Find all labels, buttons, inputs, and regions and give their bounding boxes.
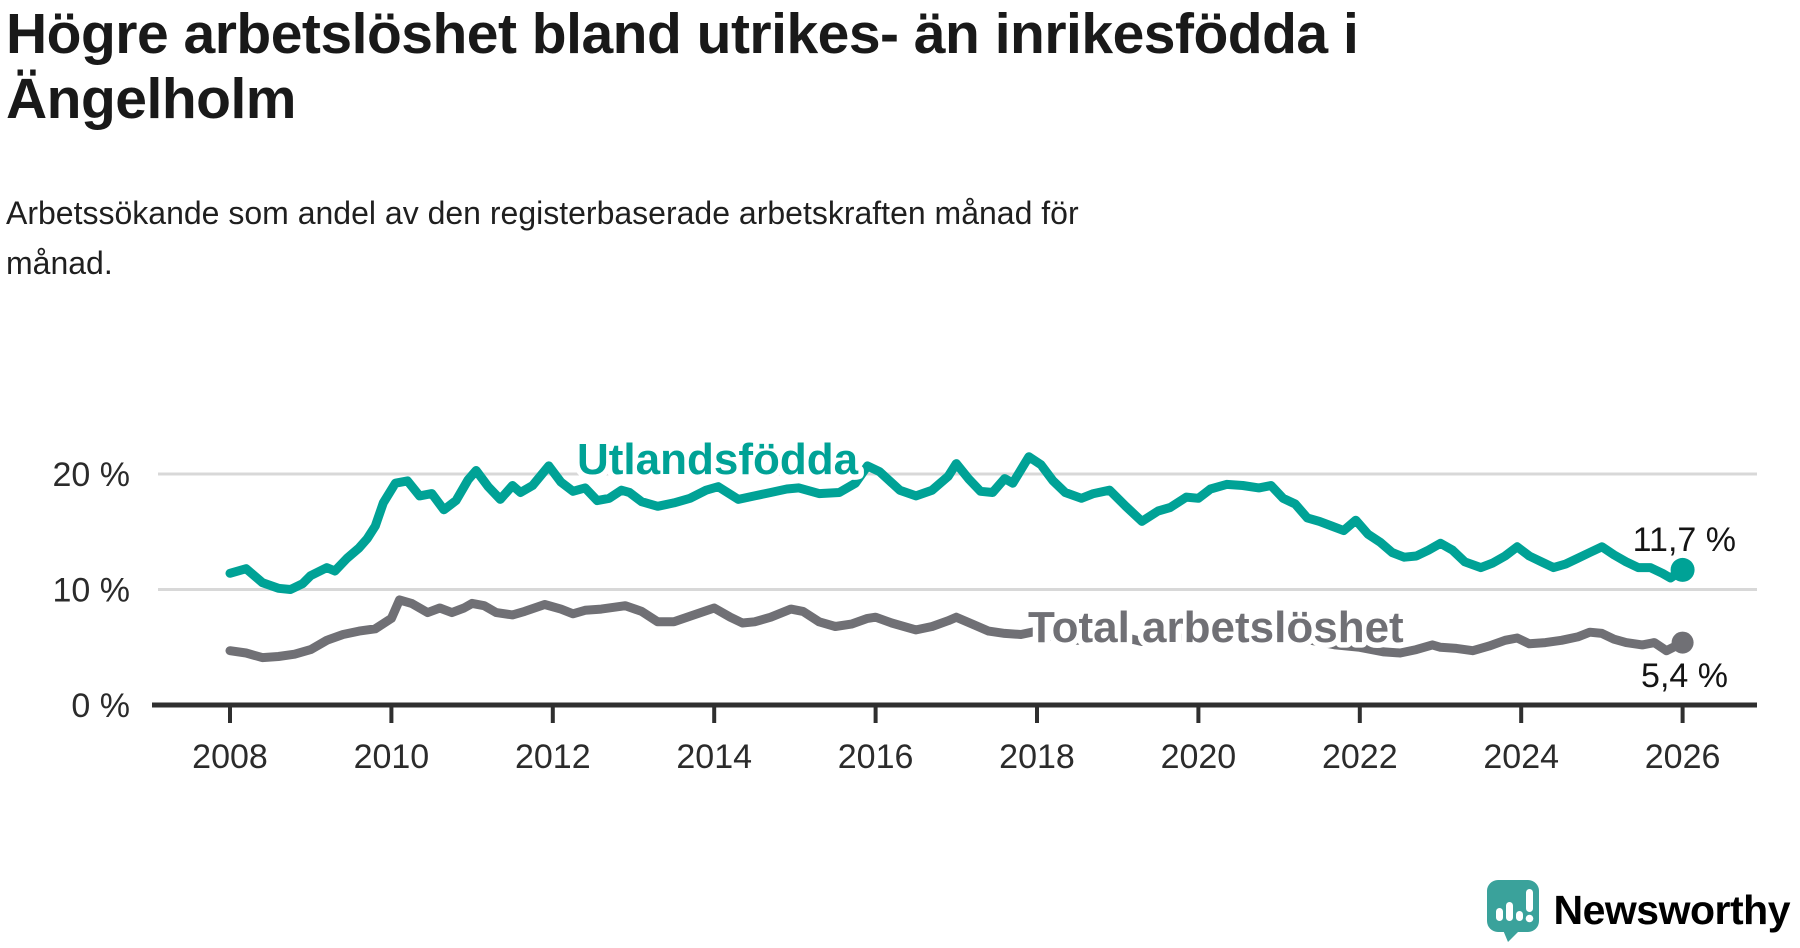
series-label-utlandsfodda: Utlandsfödda xyxy=(577,435,859,484)
x-tick-label: 2016 xyxy=(838,738,914,776)
page-title: Högre arbetslöshet bland utrikes- än inr… xyxy=(6,2,1686,132)
x-tick-label: 2010 xyxy=(354,738,430,776)
x-tick-label: 2024 xyxy=(1483,738,1559,776)
endpoint-dot-total xyxy=(1671,631,1694,654)
newsworthy-brand: Newsworthy xyxy=(1486,878,1791,942)
newsworthy-logo-icon xyxy=(1486,880,1539,942)
series-label-total: Total arbetslöshet xyxy=(1028,603,1404,652)
chart-subtitle: Arbetssökande som andel av den registerb… xyxy=(6,188,1686,288)
end-value-label-total: 5,4 % xyxy=(1641,657,1728,695)
series-layer xyxy=(225,452,1695,663)
endpoint-dot-utlandsfodda xyxy=(1670,557,1695,582)
newsworthy-brand-name: Newsworthy xyxy=(1553,886,1791,933)
y-axis: 0 % 10 % 20 % xyxy=(53,456,131,725)
x-tick-label: 2020 xyxy=(1161,738,1237,776)
chart-header: Högre arbetslöshet bland utrikes- än inr… xyxy=(6,2,1686,288)
subtitle-line-1: Arbetssökande som andel av den registerb… xyxy=(6,195,1079,231)
y-tick-label: 0 % xyxy=(71,687,130,725)
line-utlandsfodda xyxy=(225,452,1688,594)
title-line-2: Ängelholm xyxy=(6,67,297,131)
line-total-arbetsloshet xyxy=(225,595,1688,663)
x-tick-label: 2018 xyxy=(999,738,1075,776)
x-tick-label: 2014 xyxy=(676,738,752,776)
x-tick-label: 2026 xyxy=(1645,738,1721,776)
grid-layer xyxy=(158,472,1757,591)
subtitle-line-2: månad. xyxy=(6,245,113,281)
y-tick-label: 10 % xyxy=(53,572,131,610)
y-tick-label: 20 % xyxy=(53,456,131,494)
end-value-label-utlandsfodda: 11,7 % xyxy=(1633,521,1736,559)
x-tick-label: 2022 xyxy=(1322,738,1398,776)
x-tick-label: 2012 xyxy=(515,738,591,776)
x-tick-label: 2008 xyxy=(192,738,268,776)
x-axis-ticks: 2008 2010 2012 2014 2016 2018 2020 2022 2024 2026 xyxy=(192,707,1720,776)
title-line-1: Högre arbetslöshet bland utrikes- än inr… xyxy=(6,2,1359,66)
